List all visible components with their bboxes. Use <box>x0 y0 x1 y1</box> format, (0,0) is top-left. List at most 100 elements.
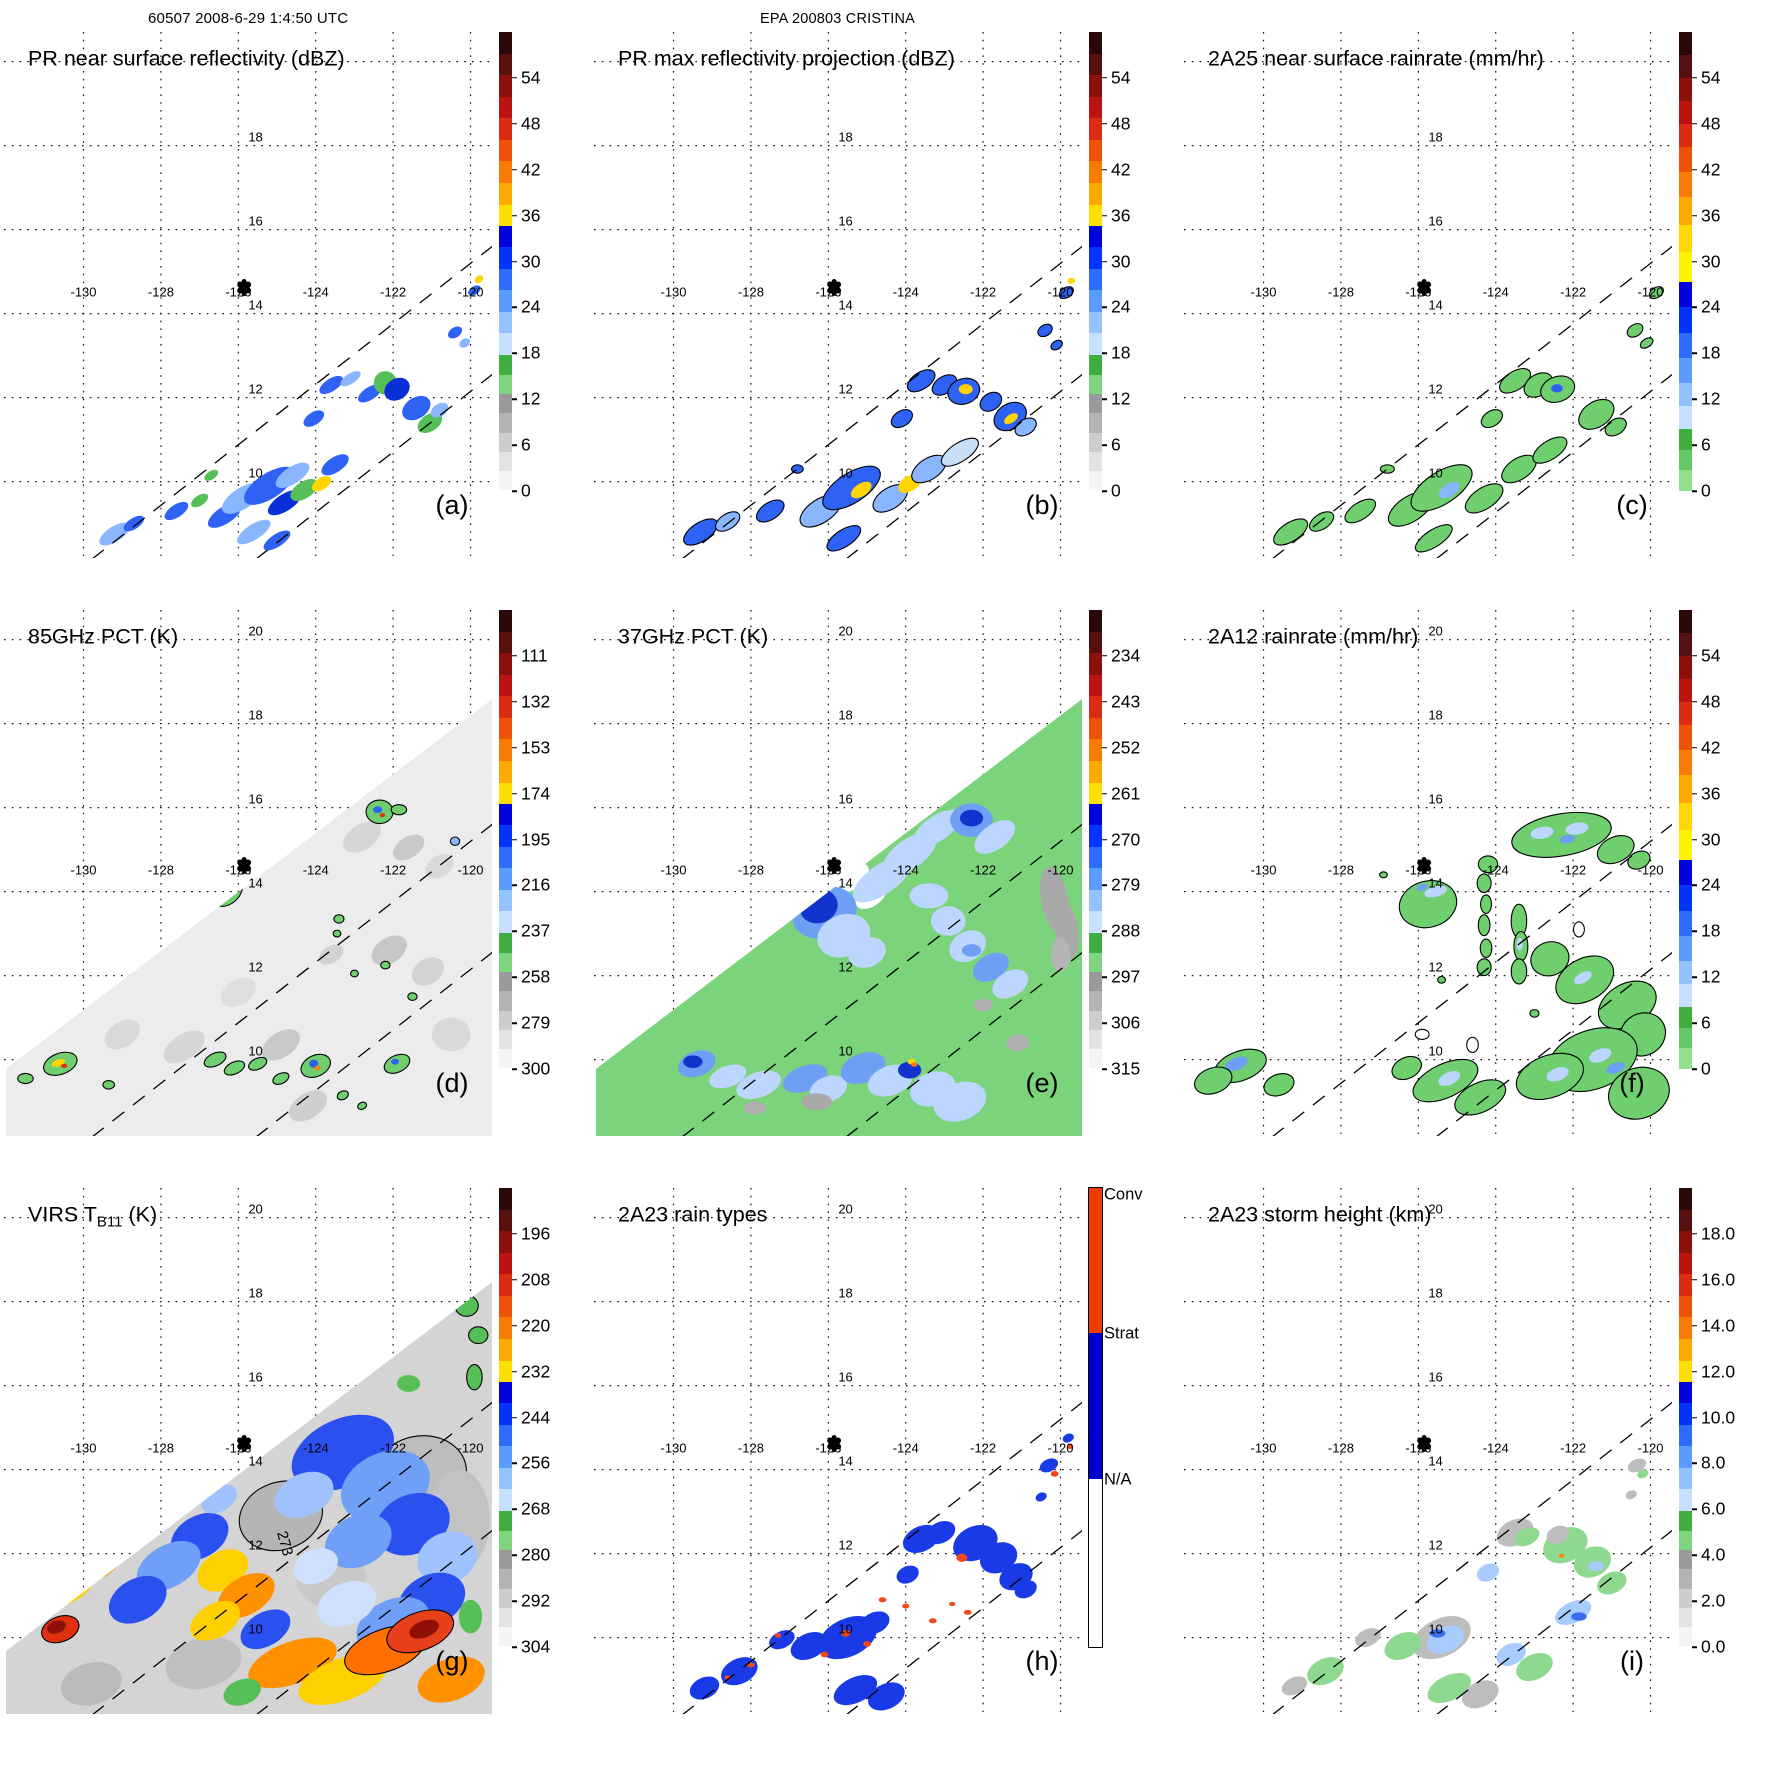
colorbar-e: 234 243 252 261 270 279 288 297 306 315 <box>1089 610 1181 1084</box>
data-cell <box>1037 323 1053 338</box>
colorbar-tick-label: 24 <box>521 296 541 317</box>
raster-data <box>683 277 1076 552</box>
raster-data <box>689 1433 1074 1711</box>
svg-text:18: 18 <box>1428 1286 1442 1301</box>
data-cell <box>474 275 484 283</box>
colorbar-segment <box>1679 77 1692 101</box>
colorbar-tick <box>1692 701 1697 703</box>
colorbar-segment <box>1679 470 1692 491</box>
svg-text:12: 12 <box>248 382 262 397</box>
data-cell <box>1476 958 1492 977</box>
data-cell <box>958 384 973 395</box>
data-cell <box>392 834 425 861</box>
colorbar-tick <box>512 701 517 703</box>
svg-text:-128: -128 <box>1328 1441 1354 1456</box>
data-cell <box>736 1070 781 1100</box>
svg-text:18: 18 <box>248 130 262 145</box>
colorbar-segment <box>1679 655 1692 679</box>
colorbar-segment <box>1089 75 1102 97</box>
colorbar-tick <box>1102 930 1107 933</box>
data-cell <box>321 454 349 476</box>
svg-text:14: 14 <box>248 876 262 891</box>
data-cell <box>290 479 318 501</box>
panel-e-37ghz-pct: -130-128-126-124-122-12020181614121037GH… <box>592 606 1182 1184</box>
colorbar-segment <box>1679 307 1692 333</box>
colorbar-tick <box>512 398 517 400</box>
colorbar-segment <box>1089 610 1102 632</box>
colorbar-tick-label: 36 <box>1701 205 1721 226</box>
colorbar-tick-label: 195 <box>521 829 551 849</box>
colorbar-segment <box>499 1049 512 1069</box>
data-cell <box>409 1619 439 1639</box>
svg-text:12: 12 <box>248 960 262 975</box>
data-cell <box>152 1455 201 1497</box>
svg-text:-120: -120 <box>1638 863 1664 878</box>
colorbar-segment <box>499 825 512 847</box>
svg-text:-130: -130 <box>71 863 97 878</box>
data-cell <box>288 1090 328 1122</box>
svg-text:-130: -130 <box>71 285 97 300</box>
colorbar-segment <box>499 1231 512 1253</box>
svg-text:-130: -130 <box>1251 863 1277 878</box>
colorbar-tick-label: 270 <box>1111 829 1141 849</box>
panel-g-virs-tb11: 273-130-128-126-124-122-120201816141210V… <box>2 1184 592 1762</box>
svg-text:10: 10 <box>1428 1622 1442 1637</box>
data-cell <box>973 998 993 1012</box>
svg-text:14: 14 <box>248 1454 262 1469</box>
colorbar-tick <box>512 306 517 309</box>
svg-text:20: 20 <box>838 624 852 639</box>
data-cell <box>1639 337 1654 349</box>
data-cell <box>992 969 1029 999</box>
svg-text:-130: -130 <box>661 863 687 878</box>
storm-position-marker <box>237 857 252 875</box>
colorbar-segment <box>499 803 512 826</box>
colorbar-segment <box>1679 830 1692 861</box>
map-plot-g: 273-130-128-126-124-122-120201816141210V… <box>4 1188 492 1714</box>
data-cell <box>1067 1443 1074 1450</box>
colorbar-tick <box>1692 123 1697 125</box>
colorbar-tick <box>512 260 517 263</box>
colorbar-tick-label: 232 <box>521 1361 551 1382</box>
colorbar-segment <box>1089 161 1102 183</box>
data-cell <box>1050 339 1063 351</box>
data-cell <box>431 1017 471 1052</box>
colorbar-tick <box>512 1233 517 1235</box>
colorbar-segment <box>499 610 512 632</box>
data-cell <box>99 522 130 546</box>
colorbar-tick-label: 153 <box>521 737 551 758</box>
svg-text:18: 18 <box>248 708 262 723</box>
colorbar-segment <box>1679 1274 1692 1296</box>
colorbar-segment <box>1089 53 1102 76</box>
colorbar-segment <box>499 674 512 697</box>
colorbar-segment <box>1089 139 1102 162</box>
colorbar-tick <box>512 1324 517 1327</box>
colorbar-h: Conv Strat N/A <box>1088 1185 1181 1662</box>
colorbar-segment <box>1679 910 1692 936</box>
colorbar-segment <box>499 374 512 394</box>
data-cell <box>430 402 449 418</box>
colorbar-segment <box>1089 1188 1102 1333</box>
data-cell <box>930 906 966 936</box>
data-cell <box>1480 894 1493 914</box>
colorbar-segment <box>1089 1049 1102 1069</box>
panel-letter: (g) <box>436 1646 469 1676</box>
colorbar-tick <box>1692 1508 1697 1511</box>
colorbar-tick <box>512 1370 517 1373</box>
colorbar-segment <box>1679 610 1692 633</box>
colorbar-category-label: Strat <box>1104 1324 1139 1343</box>
data-cell <box>417 1531 478 1585</box>
svg-text:-122: -122 <box>380 285 406 300</box>
colorbar-tick-label: 111 <box>521 645 548 666</box>
colorbar-segment <box>499 1424 512 1447</box>
colorbar-segment <box>499 1510 512 1531</box>
svg-text:-128: -128 <box>738 285 764 300</box>
colorbar-segment <box>1679 197 1692 225</box>
svg-text:12: 12 <box>838 382 852 397</box>
colorbar-segment <box>1089 952 1102 972</box>
data-cell <box>324 1513 392 1569</box>
colorbar-segment <box>499 846 512 869</box>
raster-data <box>1281 1458 1649 1709</box>
data-cell <box>319 375 344 395</box>
colorbar-tick-label: 36 <box>1701 783 1721 804</box>
data-cell <box>1006 1034 1030 1052</box>
